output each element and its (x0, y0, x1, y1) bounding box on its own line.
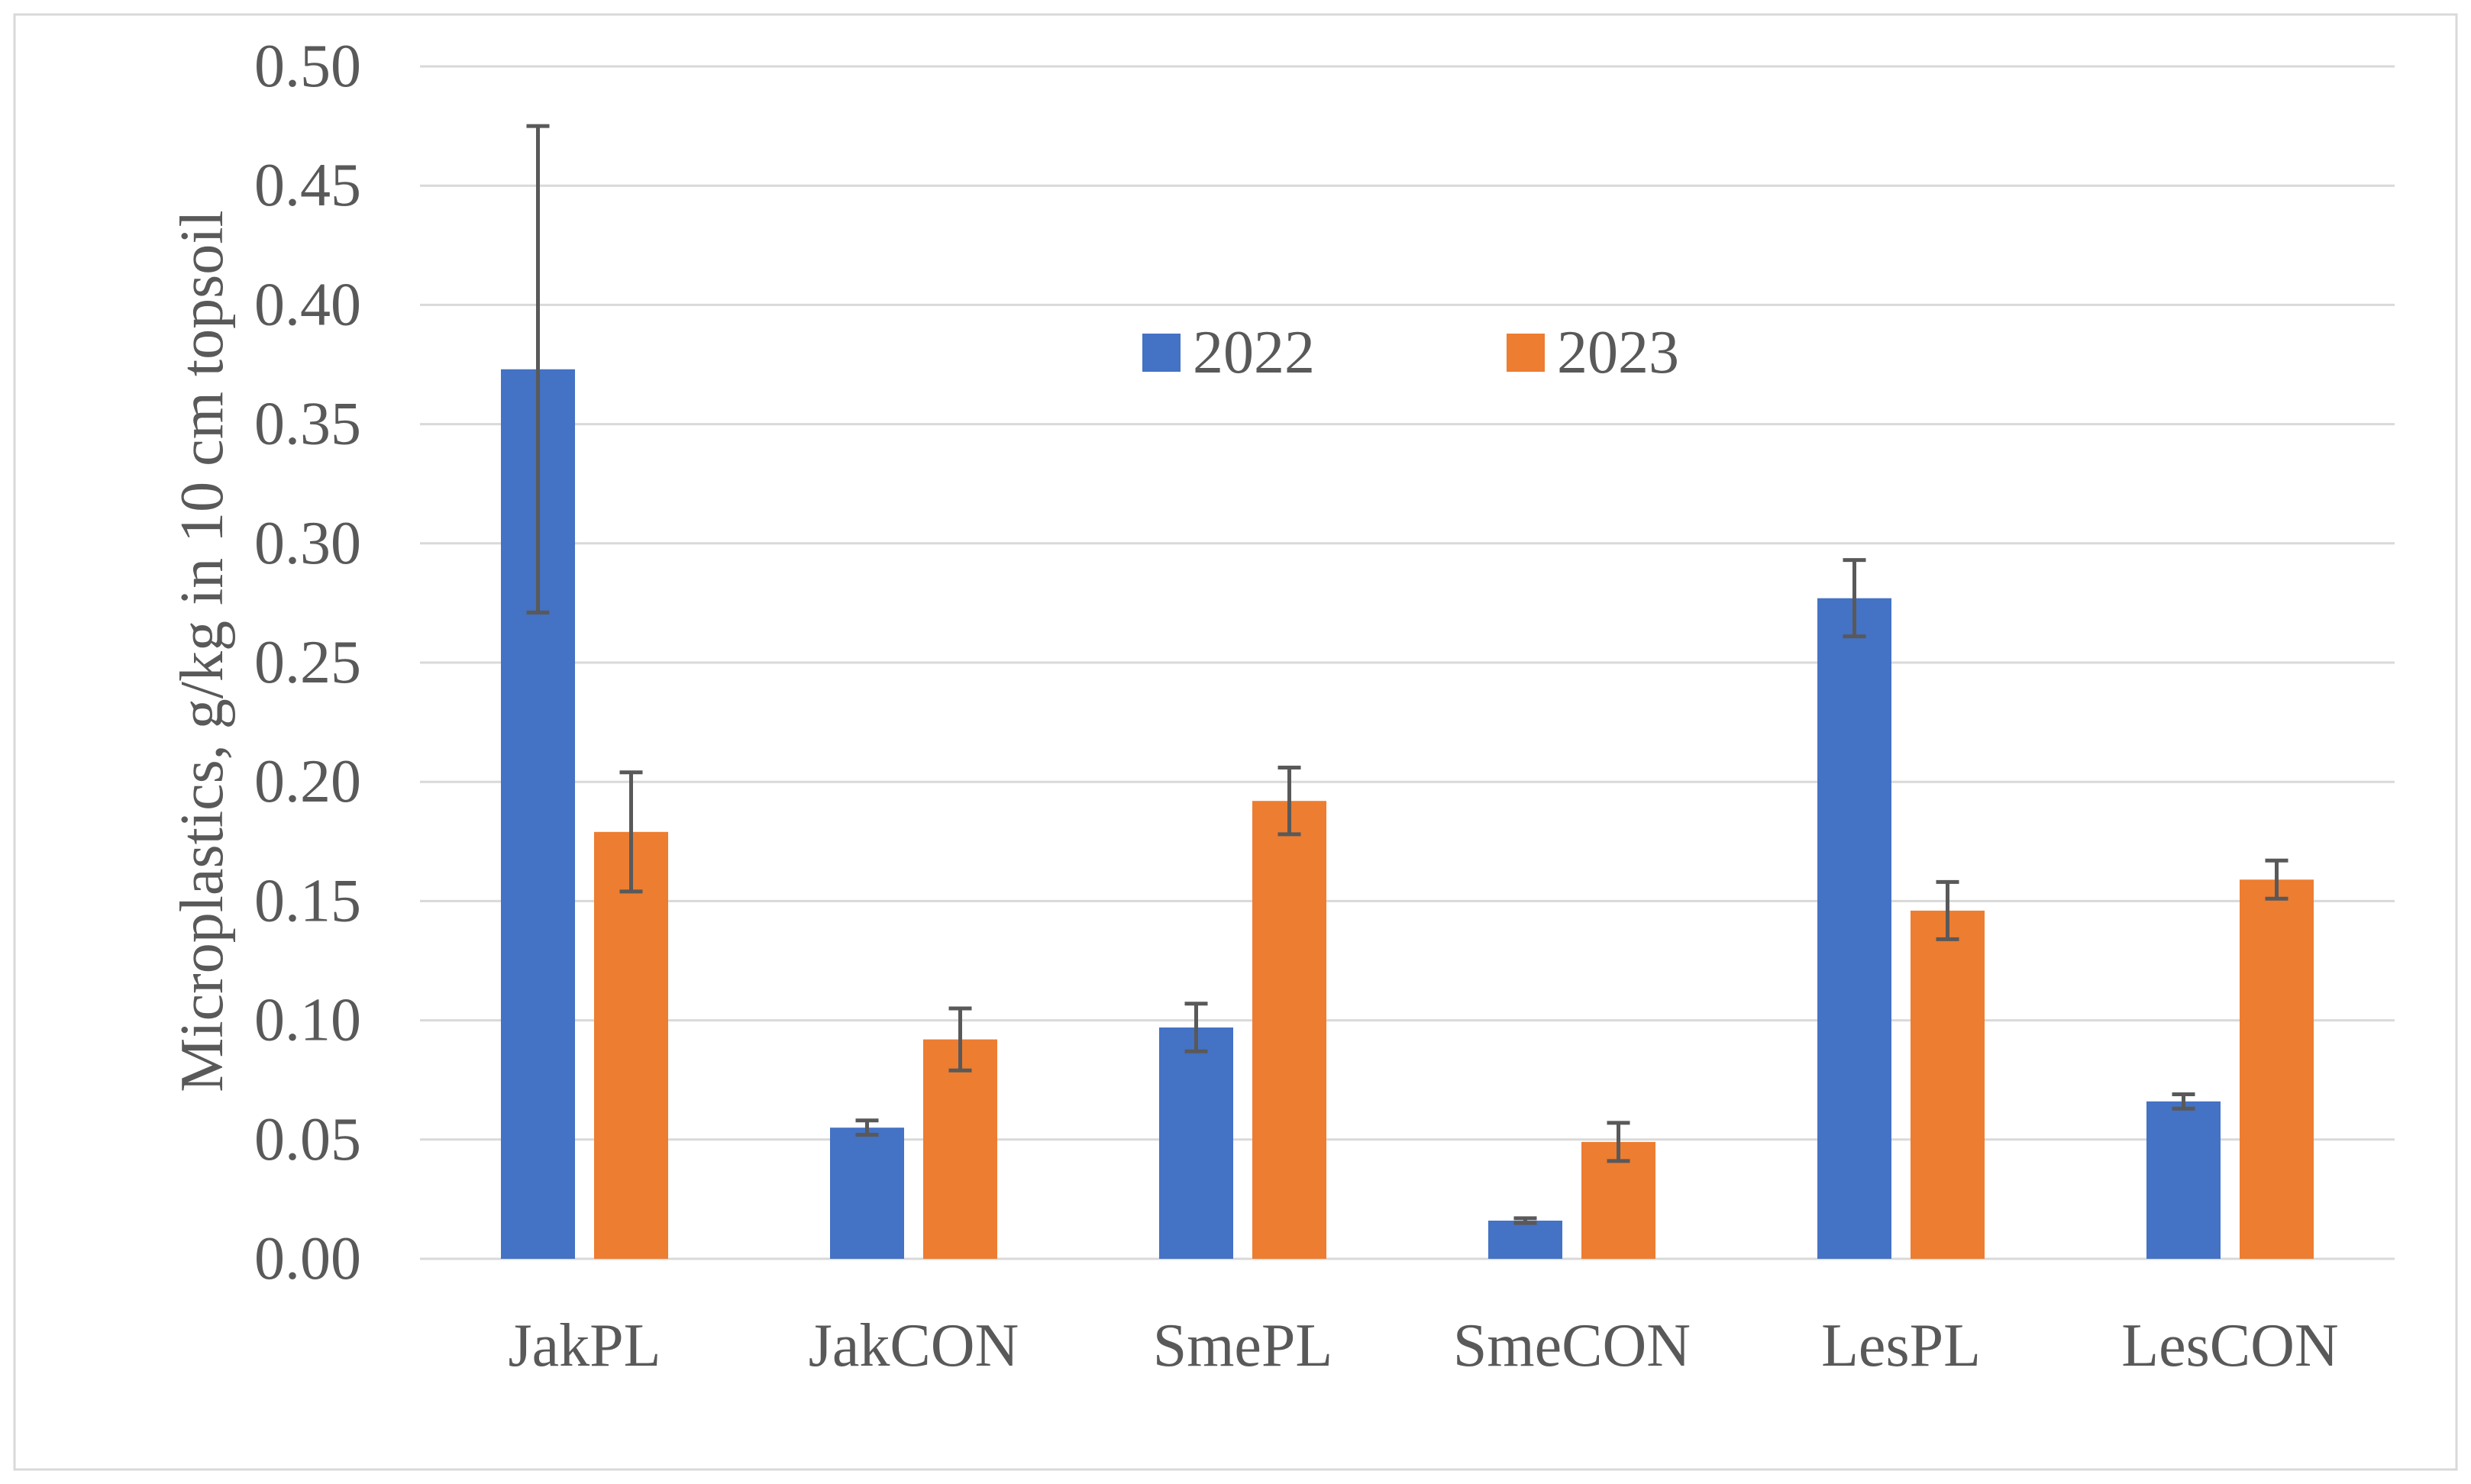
y-axis-tick-labels: 0.00 0.05 0.10 0.15 0.20 0.25 0.30 0.35 0.40 0.45… (254, 33, 361, 1292)
error-bar-2022-lespl (1843, 558, 1866, 639)
error-bar-2022-jakcon (855, 1118, 879, 1137)
y-tick-label: 0.35 (254, 391, 361, 458)
y-tick-label: 0.15 (254, 867, 361, 934)
error-bar-2022-jakpl (526, 124, 550, 615)
bar-2022-lescon (2146, 1101, 2221, 1259)
y-tick-label: 0.25 (254, 629, 361, 696)
error-bar-2023-lescon (2265, 858, 2289, 901)
error-bar-2023-lespl (1936, 879, 1959, 941)
x-tick-label: LesPL (1821, 1312, 1981, 1379)
legend-swatch (1142, 334, 1181, 372)
y-tick-label: 0.45 (254, 152, 361, 219)
legend-item-2022: 2022 (1142, 319, 1315, 386)
bar-2023-jakcon (923, 1039, 997, 1259)
error-bar-2022-lescon (2172, 1092, 2195, 1111)
x-tick-label: SmePL (1153, 1312, 1333, 1379)
y-tick-label: 0.30 (254, 510, 361, 577)
gridlines (420, 65, 2395, 1260)
x-axis-category-labels: JakPL JakCON SmePL SmeCON LesPL LesCON (509, 1312, 2339, 1379)
error-bar-2023-jakcon (948, 1006, 972, 1073)
x-tick-label: JakPL (509, 1312, 661, 1379)
error-bars (526, 124, 2289, 1225)
bar-2023-lespl (1911, 910, 1985, 1259)
y-tick-label: 0.50 (254, 33, 361, 100)
chart-border (13, 13, 2458, 1471)
y-tick-label: 0.05 (254, 1106, 361, 1173)
bar-2022-lespl (1817, 598, 1891, 1259)
error-bar-2023-smepl (1277, 765, 1301, 837)
y-axis-title: Microplastics, g/kg in 10 cm topsoil (169, 210, 236, 1092)
bar-2023-smepl (1252, 801, 1326, 1259)
bar-2022-jakcon (830, 1128, 904, 1259)
bar-2023-jakpl (594, 831, 668, 1259)
x-tick-label: LesCON (2121, 1312, 2338, 1379)
legend-item-2023: 2023 (1507, 319, 1679, 386)
y-tick-label: 0.00 (254, 1225, 361, 1292)
bar-2022-smepl (1159, 1027, 1233, 1259)
error-bar-2023-jakpl (619, 770, 643, 894)
error-bar-2022-smepl (1184, 1002, 1208, 1053)
y-tick-label: 0.10 (254, 987, 361, 1054)
legend: 2022 2023 (1142, 319, 1679, 386)
legend-label: 2022 (1193, 319, 1315, 386)
x-tick-label: SmeCON (1453, 1312, 1691, 1379)
y-tick-label: 0.40 (254, 271, 361, 338)
bar-2023-lescon (2240, 879, 2314, 1259)
error-bar-2023-smecon (1607, 1121, 1630, 1163)
y-tick-label: 0.20 (254, 748, 361, 815)
legend-label: 2023 (1557, 319, 1679, 386)
bar-2022-smecon (1488, 1221, 1562, 1259)
legend-swatch (1507, 334, 1545, 372)
x-tick-label: JakCON (809, 1312, 1019, 1379)
error-bar-2022-smecon (1513, 1216, 1537, 1225)
